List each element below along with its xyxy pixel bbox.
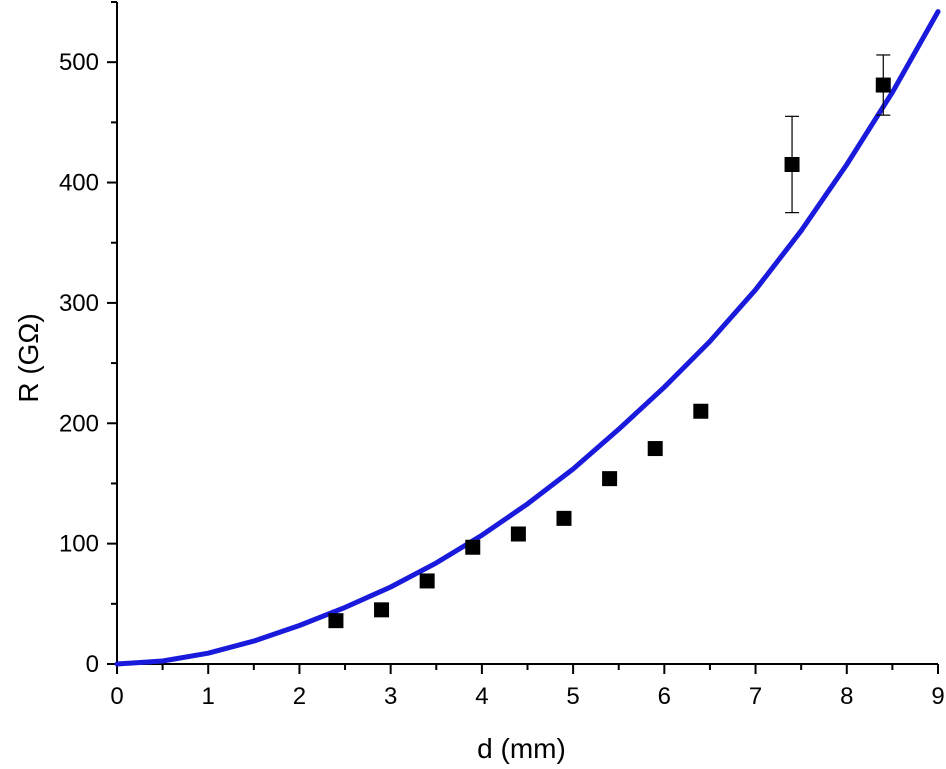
y-axis-ticks: 0 100 200 300 400 500 [59, 1, 117, 678]
x-tick-label: 4 [475, 683, 488, 710]
x-tick-label: 8 [840, 683, 853, 710]
data-point [510, 526, 526, 542]
x-axis-ticks: 0 1 2 3 4 5 6 7 8 9 [110, 664, 945, 710]
data-point [465, 539, 481, 555]
x-tick-label: 9 [931, 683, 944, 710]
x-tick-label: 1 [202, 683, 215, 710]
data-point [374, 602, 390, 618]
x-tick-label: 3 [384, 683, 397, 710]
x-tick-label: 7 [749, 683, 762, 710]
data-point [647, 441, 663, 457]
y-tick-label: 0 [86, 651, 99, 678]
x-tick-label: 5 [566, 683, 579, 710]
y-tick-label: 500 [59, 49, 99, 76]
y-tick-label: 300 [59, 290, 99, 317]
data-points-layer [328, 54, 891, 629]
data-point [556, 510, 572, 526]
fit-curve-layer [114, 9, 941, 667]
data-point [328, 613, 344, 629]
data-point [602, 471, 618, 487]
x-tick-label: 0 [110, 683, 123, 710]
y-tick-label: 400 [59, 170, 99, 197]
data-point [419, 573, 435, 589]
y-tick-label: 100 [59, 531, 99, 558]
fit-curve [114, 9, 941, 667]
x-tick-label: 2 [293, 683, 306, 710]
data-point [784, 156, 800, 172]
data-point [875, 77, 891, 93]
data-point [693, 403, 709, 419]
y-axis-title: R (GΩ) [13, 313, 44, 402]
axes: 0 1 2 3 4 5 6 7 8 9 0 100 200 300 400 500 [59, 1, 945, 710]
x-tick-label: 6 [658, 683, 671, 710]
x-axis-title: d (mm) [477, 733, 566, 764]
y-tick-label: 200 [59, 410, 99, 437]
